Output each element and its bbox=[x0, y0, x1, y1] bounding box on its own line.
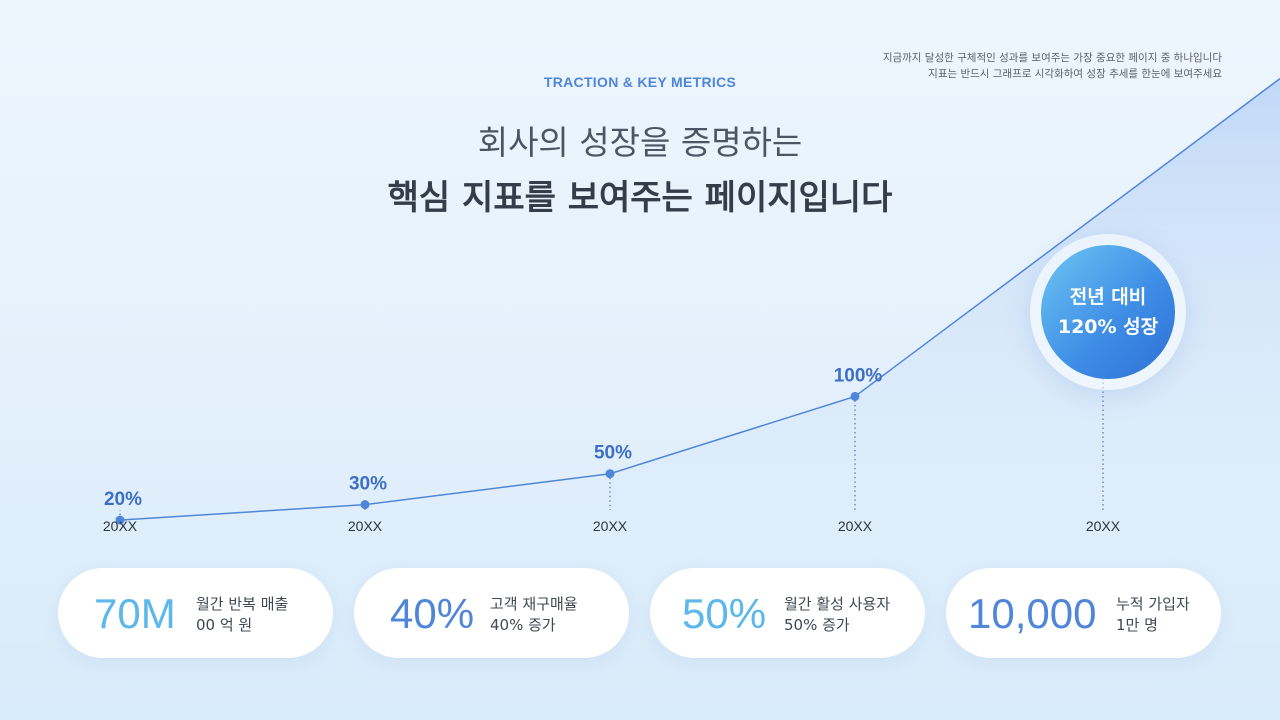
instruction-note: 지금까지 달성한 구체적인 성과를 보여주는 가장 중요한 페이지 중 하나입니… bbox=[883, 50, 1222, 82]
data-label: 30% bbox=[349, 474, 387, 495]
metric-label: 월간 반복 매출 00 억 원 bbox=[196, 594, 288, 636]
metric-label-line-2: 1만 명 bbox=[1116, 616, 1158, 634]
growth-badge: 전년 대비 120% 성장 bbox=[1041, 245, 1175, 379]
metric-card-signups: 10,000 누적 가입자 1만 명 bbox=[946, 568, 1221, 658]
note-line-2: 지표는 반드시 그래프로 시각화하여 성장 추세를 한눈에 보여주세요 bbox=[928, 68, 1222, 80]
chart-area-fill bbox=[610, 78, 1280, 560]
x-tick-label: 20XX bbox=[103, 518, 138, 534]
x-tick-label: 20XX bbox=[348, 518, 383, 534]
metric-label: 누적 가입자 1만 명 bbox=[1116, 594, 1190, 636]
note-line-1: 지금까지 달성한 구체적인 성과를 보여주는 가장 중요한 페이지 중 하나입니… bbox=[882, 52, 1222, 64]
metric-label-line-2: 40% 증가 bbox=[490, 616, 556, 634]
metric-label-line-2: 00 억 원 bbox=[196, 616, 253, 634]
metric-label-line-1: 누적 가입자 bbox=[1116, 595, 1190, 613]
growth-line-chart: 20% 30% 50% 100% 20XX 20XX 20XX 20XX 20XX bbox=[103, 77, 1280, 560]
title-line-2: 핵심 지표를 보여주는 페이지입니다 bbox=[387, 178, 893, 218]
metric-card-mau: 50% 월간 활성 사용자 50% 증가 bbox=[650, 568, 925, 658]
metric-value: 70M bbox=[94, 590, 176, 637]
metric-label: 고객 재구매율 40% 증가 bbox=[490, 594, 578, 636]
x-tick-label: 20XX bbox=[1086, 518, 1121, 534]
data-label: 100% bbox=[834, 365, 883, 386]
metric-value: 10,000 bbox=[968, 590, 1097, 637]
data-point bbox=[850, 391, 860, 401]
data-point bbox=[115, 515, 125, 525]
data-label: 20% bbox=[104, 489, 142, 510]
metric-label-line-1: 월간 활성 사용자 bbox=[784, 595, 891, 613]
metric-value: 50% bbox=[682, 590, 767, 637]
data-point bbox=[605, 469, 615, 479]
metric-card-repurchase: 40% 고객 재구매율 40% 증가 bbox=[354, 568, 629, 658]
metric-label-line-1: 고객 재구매율 bbox=[490, 595, 578, 613]
metric-value: 40% bbox=[390, 590, 475, 637]
data-label: 50% bbox=[594, 443, 632, 464]
growth-badge-line-2: 120% 성장 bbox=[1057, 316, 1159, 338]
data-point bbox=[360, 500, 370, 510]
series-line bbox=[119, 77, 1280, 521]
metric-cards: 70M 월간 반복 매출 00 억 원 40% 고객 재구매율 40% 증가 5… bbox=[58, 568, 1224, 660]
x-tick-label: 20XX bbox=[838, 518, 873, 534]
metric-card-revenue: 70M 월간 반복 매출 00 억 원 bbox=[58, 568, 333, 658]
metric-label-line-1: 월간 반복 매출 bbox=[196, 595, 289, 613]
metric-label-line-2: 50% 증가 bbox=[784, 616, 850, 634]
growth-badge-line-1: 전년 대비 bbox=[1069, 286, 1147, 308]
title-line-1: 회사의 성장을 증명하는 bbox=[477, 123, 803, 162]
metric-label: 월간 활성 사용자 50% 증가 bbox=[784, 594, 890, 636]
section-eyebrow: TRACTION & KEY METRICS bbox=[543, 74, 737, 90]
x-tick-label: 20XX bbox=[593, 518, 628, 534]
